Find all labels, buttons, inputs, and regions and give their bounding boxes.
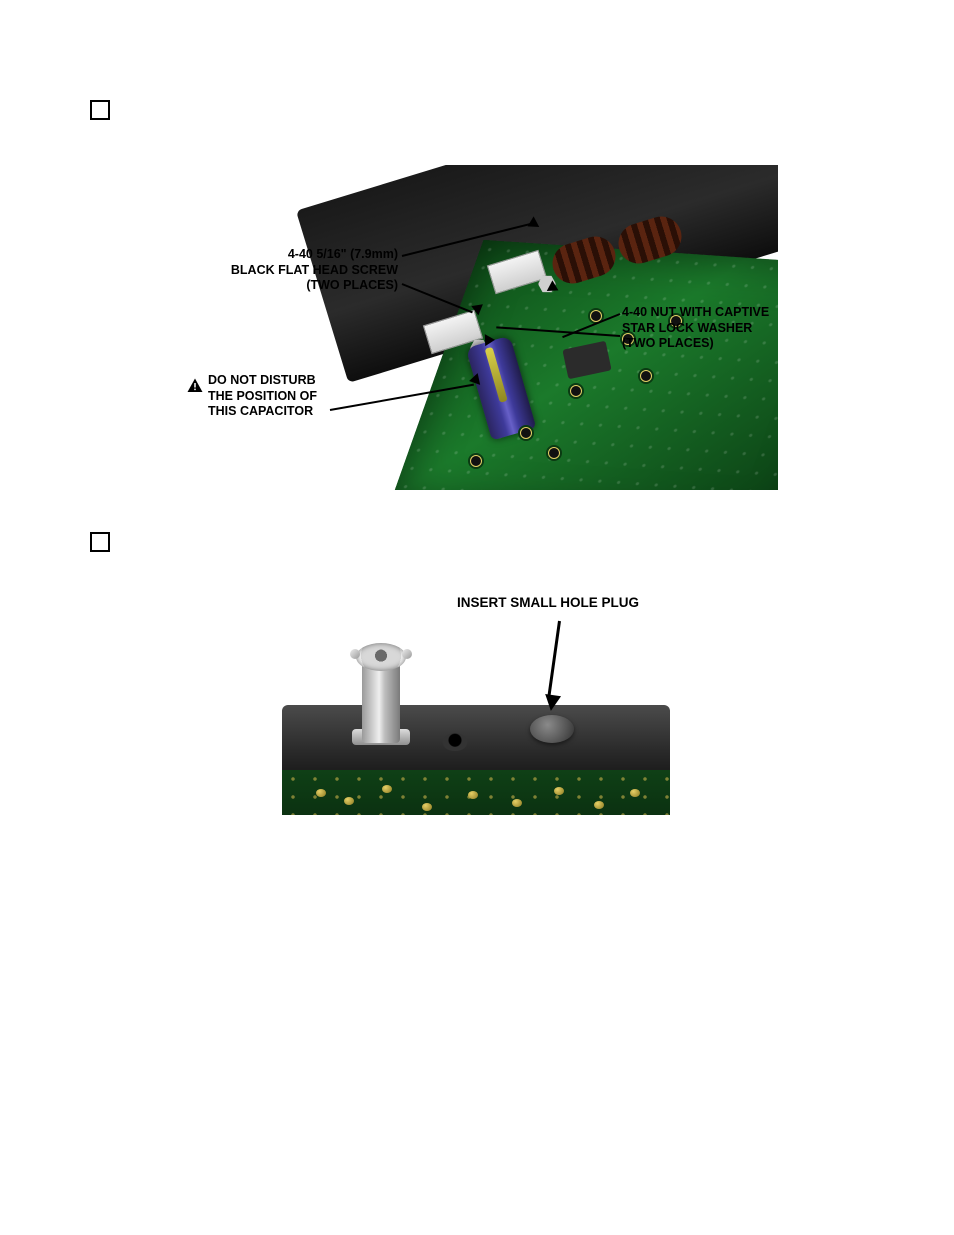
figure-1-image: 4-40 5/16" (7.9mm) BLACK FLAT HEAD SCREW… [170,165,778,490]
figure-1-label-warning: DO NOT DISTURB THE POSITION OF THIS CAPA… [208,373,317,420]
hole-plug [530,715,574,743]
countersunk-hole [442,733,468,751]
step-2-checkbox[interactable] [90,532,110,552]
figure-2-image: INSERT SMALL HOLE PLUG [282,585,670,815]
bnc-connector [352,623,410,741]
figure-2: INSERT SMALL HOLE PLUG [282,585,670,815]
warning-icon [186,377,204,395]
step-1-checkbox[interactable] [90,100,110,120]
figure-1: 4-40 5/16" (7.9mm) BLACK FLAT HEAD SCREW… [170,165,778,490]
figure-1-label-nut: 4-40 NUT WITH CAPTIVE STAR LOCK WASHER (… [622,305,769,352]
figure-1-label-screw: 4-40 5/16" (7.9mm) BLACK FLAT HEAD SCREW… [228,247,398,294]
figure-2-label: INSERT SMALL HOLE PLUG [457,595,639,610]
document-page: 4-40 5/16" (7.9mm) BLACK FLAT HEAD SCREW… [0,0,954,1235]
